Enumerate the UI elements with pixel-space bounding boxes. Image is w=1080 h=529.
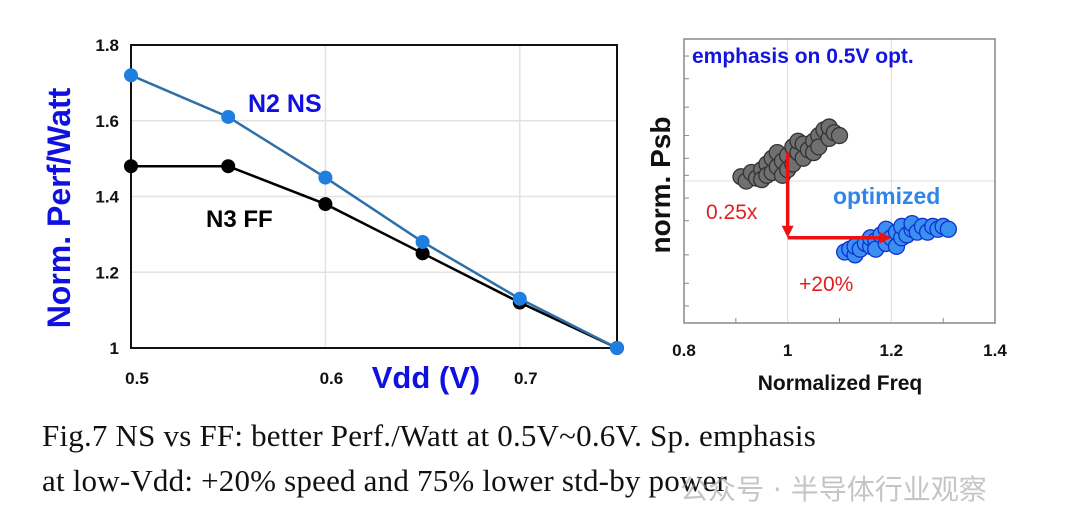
arrow-head-right [879,231,892,244]
x-tick-label: 0.5 [125,369,149,388]
series-label-n3-ff: N3 FF [206,206,273,233]
data-point [415,234,430,249]
y-tick-label: 1.8 [95,36,119,55]
data-point [221,159,236,174]
x-axis-label: Vdd (V) [372,360,481,395]
data-point [610,341,624,355]
series-line-n2-ns [130,74,618,350]
x-tick-label: 1 [783,341,792,360]
x-tick-label: 1.2 [880,341,904,360]
chart-title: emphasis on 0.5V opt. [692,45,914,68]
scatter-point [830,126,849,145]
y-axis-label: norm. Psb [645,117,676,254]
plot-frame [130,44,618,349]
data-point [318,197,333,212]
watermark: 公众号 · 半导体行业观察 [680,473,987,506]
x-tick-label: 0.7 [514,369,538,388]
caption-line-2: at low-Vdd: +20% speed and 75% lower std… [42,463,728,498]
annotation-speed-gain: +20% [799,273,853,296]
x-tick-label: 1.4 [983,341,1007,360]
y-tick-label: 1.4 [95,188,119,207]
y-tick-label: 1 [110,339,119,358]
series-label-optimized: optimized [833,183,940,209]
data-point [415,246,430,261]
data-point [124,159,138,174]
caption-line-1: Fig.7 NS vs FF: better Perf./Watt at 0.5… [42,418,817,453]
series-line-n3-ff [131,164,618,350]
x-axis-label: Normalized Freq [758,372,923,395]
psb-vs-freq-chart: 0.8 1 1.2 1.4 emphasis on 0.5V opt. optimized… [645,38,1007,395]
series-label-n2-ns: N2 NS [248,90,322,118]
perf-per-watt-chart: 1 1.2 1.4 1.6 1.8 0.5 0.6 0.7 N2 NS N3 FF Vdd (V) N… [41,36,624,395]
scatter-point [939,220,957,238]
data-point [221,109,236,124]
y-tick-label: 1.6 [95,112,119,131]
y-tick-label: 1.2 [95,263,119,282]
plot-frame [683,38,996,324]
y-axis-label: Norm. Perf/Watt [41,87,77,328]
data-point [124,68,138,83]
x-tick-label: 0.8 [672,341,696,360]
arrow-head-down [781,225,794,238]
x-tick-label: 0.6 [320,369,344,388]
data-point [512,291,527,306]
data-point [318,170,333,185]
annotation-power-reduction: 0.25x [706,201,758,224]
